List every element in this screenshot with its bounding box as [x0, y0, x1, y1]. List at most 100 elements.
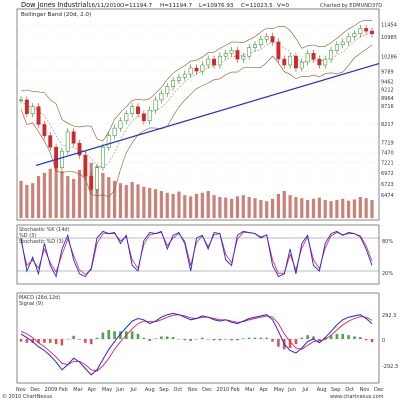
volume-bar: [54, 164, 58, 218]
volume-bar: [118, 183, 123, 218]
volume-bar: [282, 191, 286, 218]
macd-legend-1: MACD (26d,12d): [19, 295, 60, 301]
macd-hist-bar: [189, 339, 192, 341]
candle-body: [212, 58, 217, 66]
macd-hist-bar: [341, 333, 345, 339]
candle-body: [153, 99, 158, 111]
candle-body: [141, 113, 146, 122]
stochastic-legend-1: Stochastic %K (14d): [19, 227, 70, 233]
macd-hist-bar: [312, 336, 315, 339]
volume-bar: [194, 194, 199, 218]
macd-hist-bar: [89, 339, 93, 345]
macd-hist-bar: [183, 339, 187, 341]
macd-legend-2: Signal (9): [19, 301, 43, 307]
macd-hist-bar: [300, 337, 304, 339]
macd-hist-bar: [364, 339, 368, 341]
macd-hist-bar: [25, 339, 29, 343]
price-tick-label: 7470: [381, 150, 394, 156]
macd-hist-bar: [224, 339, 228, 340]
candle-body: [253, 44, 257, 48]
candle-body: [60, 150, 64, 168]
macd-hist-bar: [242, 338, 245, 339]
footer-copyright: © 2010 ChartNexus: [2, 393, 53, 400]
price-tick-label: 11454: [381, 22, 397, 28]
price-tick-label: 9462: [381, 80, 394, 86]
volume-bar: [329, 201, 333, 218]
macd-hist-bar: [95, 337, 99, 339]
volume-bar: [153, 189, 158, 218]
macd-hist-bar: [136, 333, 140, 339]
candle-body: [258, 38, 263, 46]
candle-body: [194, 67, 199, 72]
macd-hist-bar: [119, 331, 122, 339]
macd-hist-bar: [31, 339, 34, 343]
x-tick-label: Feb: [59, 387, 68, 393]
candle-body: [95, 167, 99, 190]
macd-hist-bar: [201, 337, 204, 339]
candle-body: [106, 135, 111, 148]
macd-hist-bar: [359, 337, 362, 339]
volume-bar: [83, 165, 87, 218]
candle-body: [136, 106, 140, 114]
macd-hist-bar: [113, 331, 116, 339]
volume-bar: [212, 195, 216, 218]
volume-bar: [48, 168, 52, 218]
stochastic-level-80: 80%: [382, 239, 393, 245]
volume-bar: [218, 197, 222, 218]
volume-bars: [19, 162, 374, 218]
price-tick-label: 8716: [381, 104, 394, 110]
macd-hist-bar: [212, 339, 216, 341]
macd-hist-bar: [171, 337, 175, 339]
candle-body: [288, 55, 293, 66]
x-tick-label: May: [102, 387, 112, 393]
x-axis-labels: Nov Dec 2009 Feb Mar Apr May Jun Jul Aug Sep Oct Nov…: [16, 387, 384, 393]
macd-hist-bar: [84, 339, 87, 343]
volume-bar: [200, 192, 204, 218]
bollinger-legend: Bollinger Band (20d, 2.0): [21, 12, 91, 18]
candle-body: [235, 50, 240, 60]
macd-hist-bar: [318, 339, 321, 341]
volume-bar: [317, 197, 321, 218]
volume-bar: [31, 183, 35, 218]
volume-bar: [306, 200, 310, 218]
macd-hist-bar: [329, 335, 333, 339]
volume-bar: [347, 200, 351, 218]
volume-bar: [241, 195, 245, 218]
stochastic-legend-3: Stochastic %D (3): [19, 239, 64, 245]
x-tick-label: May: [274, 387, 284, 393]
candle-body: [241, 55, 246, 60]
macd-hist-bar: [165, 336, 169, 339]
price-tick-label: 9212: [381, 88, 394, 94]
volume-bar: [101, 173, 105, 218]
macd-lines: [20, 312, 373, 376]
volume-bar: [335, 200, 339, 218]
volume-bar: [113, 180, 117, 218]
chart-volume: V=0: [277, 3, 290, 9]
price-tick-label: 6474: [381, 193, 394, 199]
candle-body: [276, 41, 281, 60]
candle-body: [323, 58, 328, 66]
volume-bar: [72, 179, 76, 218]
macd-tick-zero: 0: [382, 338, 385, 344]
volume-bar: [358, 197, 362, 218]
candle-body: [42, 124, 47, 136]
chart-credit: Charted by EDMUND37D: [320, 3, 382, 9]
x-tick-label: Apr: [259, 387, 269, 393]
macd-hist-bar: [236, 339, 239, 341]
volume-bar: [19, 180, 23, 218]
candle-body: [311, 53, 316, 60]
volume-bar: [60, 171, 64, 218]
bollinger-lower: [20, 44, 373, 198]
stochastic-d-line: [20, 232, 373, 275]
volume-bar: [341, 198, 345, 218]
stochastic-grid: [17, 237, 379, 272]
x-tick-label: Oct: [345, 387, 354, 393]
candle-body: [346, 36, 351, 43]
volume-bar: [130, 182, 134, 218]
macd-hist-bar: [43, 339, 46, 343]
volume-bar: [230, 198, 234, 218]
macd-hist-bar: [37, 339, 40, 343]
price-tick-label: 9789: [381, 69, 394, 75]
footer-website: www.chartnexus.com: [330, 394, 384, 400]
